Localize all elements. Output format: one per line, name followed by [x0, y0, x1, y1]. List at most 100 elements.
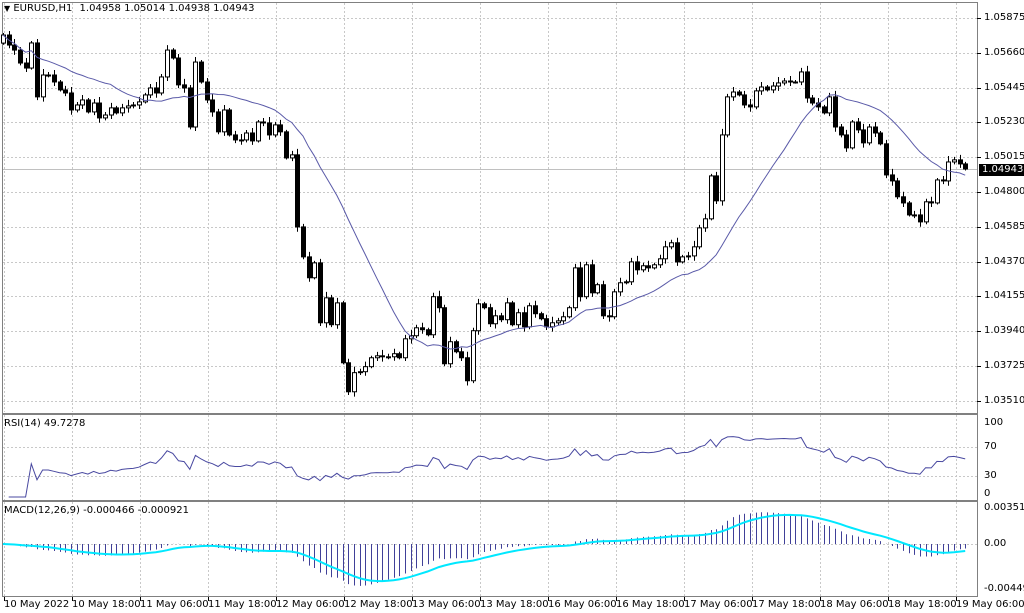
candle-bull: [386, 356, 391, 359]
candle-bull: [527, 305, 532, 328]
candle-bull: [476, 303, 481, 332]
candle-bear: [24, 62, 29, 69]
candle-bear: [578, 267, 583, 298]
candle-bear: [878, 132, 883, 145]
candle-bear: [675, 242, 680, 263]
time-tick-label: 13 May 18:00: [480, 599, 549, 610]
candle-bull: [403, 338, 408, 359]
price-tick-label: 1.05660: [984, 46, 1024, 58]
candle-bull: [952, 159, 957, 163]
candle-bull: [850, 121, 855, 149]
candle-bull: [471, 330, 476, 382]
candle-bear: [442, 307, 447, 365]
candle-bear: [301, 226, 306, 258]
candle-bear: [895, 180, 900, 198]
candle-bear: [420, 327, 425, 331]
candle-bear: [69, 92, 74, 111]
candle-bear: [63, 89, 68, 94]
time-tick-label: 12 May 18:00: [344, 599, 413, 610]
candle-bear: [12, 44, 17, 51]
candle-bear: [714, 175, 719, 202]
candle-bull: [363, 366, 368, 373]
candle-bear: [844, 134, 849, 149]
candle-bull: [754, 90, 759, 108]
candle-bull: [493, 315, 498, 325]
macd-signal-line: [2, 513, 966, 583]
candle-bear: [454, 341, 459, 353]
candle-bull: [935, 179, 940, 204]
candle-bull: [827, 96, 832, 114]
time-tick-label: 19 May 06:00: [956, 599, 1024, 610]
candle-bear: [250, 132, 255, 142]
candle-bull: [137, 101, 142, 106]
candle-bull: [692, 246, 697, 257]
candle-bull: [244, 132, 249, 141]
candle-bear: [873, 126, 878, 134]
candle-bull: [725, 96, 730, 136]
candle-bear: [97, 102, 102, 119]
candle-bear: [810, 97, 815, 104]
candle-bear: [601, 284, 606, 317]
rsi-scale-0: 0: [984, 488, 991, 499]
candle-bull: [120, 107, 125, 114]
time-tick-label: 16 May 18:00: [616, 599, 685, 610]
candle-bull: [256, 121, 261, 142]
candle-bear: [227, 109, 232, 136]
moving-average-line: [2, 34, 966, 350]
price-tick-label: 1.03510: [984, 394, 1024, 406]
candle-bull: [505, 302, 510, 321]
candle-bear: [510, 302, 515, 326]
candle-bull: [193, 61, 198, 128]
candle-bull: [516, 312, 521, 326]
candle-bull: [629, 261, 634, 283]
macd-scale-zero: 0.00: [984, 538, 1007, 549]
time-tick-label: 16 May 06:00: [548, 599, 617, 610]
candle-bear: [839, 126, 844, 136]
candle-bear: [380, 355, 385, 358]
candle-bull: [652, 264, 657, 269]
candle-bull: [680, 256, 685, 263]
candle-bull: [392, 353, 397, 358]
candle-bear: [188, 87, 193, 128]
time-tick-label: 10 May 2022: [4, 599, 70, 610]
candle-bear: [171, 49, 176, 59]
price-tick-label: 1.04155: [984, 290, 1024, 302]
candle-bull: [867, 126, 872, 144]
candle-bear: [295, 154, 300, 228]
candle-bull: [222, 109, 227, 133]
candle-bear: [856, 121, 861, 131]
candle-bull: [669, 242, 674, 248]
candle-bear: [890, 174, 895, 182]
candle-bear: [805, 71, 810, 99]
candle-bull: [273, 124, 278, 136]
rsi-scale-70: 70: [984, 441, 997, 452]
candle-bear: [833, 96, 838, 128]
candle-bull: [550, 322, 555, 328]
candle-bull: [624, 281, 629, 284]
candle-bull: [126, 105, 131, 109]
price-tick-label: 1.05230: [984, 116, 1024, 128]
macd-label: MACD(12,26,9) -0.000466 -0.000921: [4, 505, 189, 516]
candle-bull: [159, 76, 164, 94]
time-tick-label: 13 May 06:00: [412, 599, 481, 610]
candle-bear: [176, 57, 181, 86]
collapse-triangle-icon[interactable]: ▼: [4, 4, 11, 13]
candle-bear: [901, 196, 906, 204]
candle-bull: [352, 372, 357, 393]
candle-bear: [86, 99, 91, 113]
rsi-label: RSI(14) 49.7278: [4, 418, 86, 429]
candle-bull: [584, 264, 589, 298]
candle-bear: [482, 303, 487, 309]
price-tick-label: 1.05875: [984, 12, 1024, 23]
candle-bull: [103, 114, 108, 119]
candle-bull: [663, 246, 668, 260]
time-tick-label: 18 May 06:00: [820, 599, 889, 610]
candle-bear: [742, 94, 747, 106]
candle-bull: [658, 258, 663, 266]
candle-bear: [822, 106, 827, 114]
price-tick-label: 1.04585: [984, 220, 1024, 232]
candle-bull: [793, 81, 798, 84]
candle-bull: [782, 80, 787, 84]
candle-bear: [522, 312, 527, 328]
